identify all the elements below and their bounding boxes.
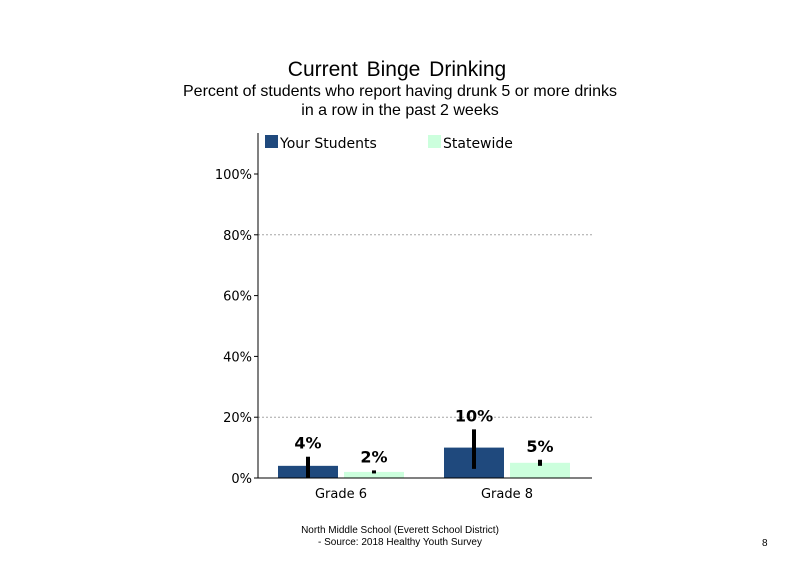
y-tick-label: 20% bbox=[223, 411, 252, 426]
legend-label: Statewide bbox=[443, 136, 513, 152]
bar bbox=[344, 471, 404, 478]
y-tick-label: 100% bbox=[215, 168, 252, 183]
data-label: 2% bbox=[360, 447, 387, 466]
y-tick-label: 40% bbox=[223, 350, 252, 365]
y-tick-label: 0% bbox=[231, 472, 252, 487]
x-tick-label: Grade 8 bbox=[481, 487, 533, 502]
subtitle-line-1: Percent of students who report having dr… bbox=[183, 83, 617, 100]
chart-title: Current Binge Drinking bbox=[287, 58, 507, 81]
bar bbox=[510, 462, 570, 478]
data-label: 10% bbox=[455, 406, 493, 425]
y-tick-label: 60% bbox=[223, 290, 252, 305]
footer-school: North Middle School (Everett School Dist… bbox=[301, 525, 499, 536]
subtitle-line-2: in a row in the past 2 weeks bbox=[301, 102, 499, 119]
legend-swatch bbox=[428, 135, 441, 148]
footer-source-note: - Source: 2018 Healthy Youth Survey bbox=[318, 537, 482, 548]
chart-subtitle: Percent of students who report having dr… bbox=[0, 82, 800, 120]
x-tick-label: Grade 6 bbox=[315, 487, 367, 502]
footer-source: North Middle School (Everett School Dist… bbox=[200, 525, 600, 549]
legend-swatch bbox=[265, 135, 278, 148]
legend-label: Your Students bbox=[279, 136, 377, 152]
page-number: 8 bbox=[762, 538, 768, 549]
data-label: 5% bbox=[526, 437, 553, 456]
data-label: 4% bbox=[294, 434, 321, 453]
y-tick-label: 80% bbox=[223, 229, 252, 244]
